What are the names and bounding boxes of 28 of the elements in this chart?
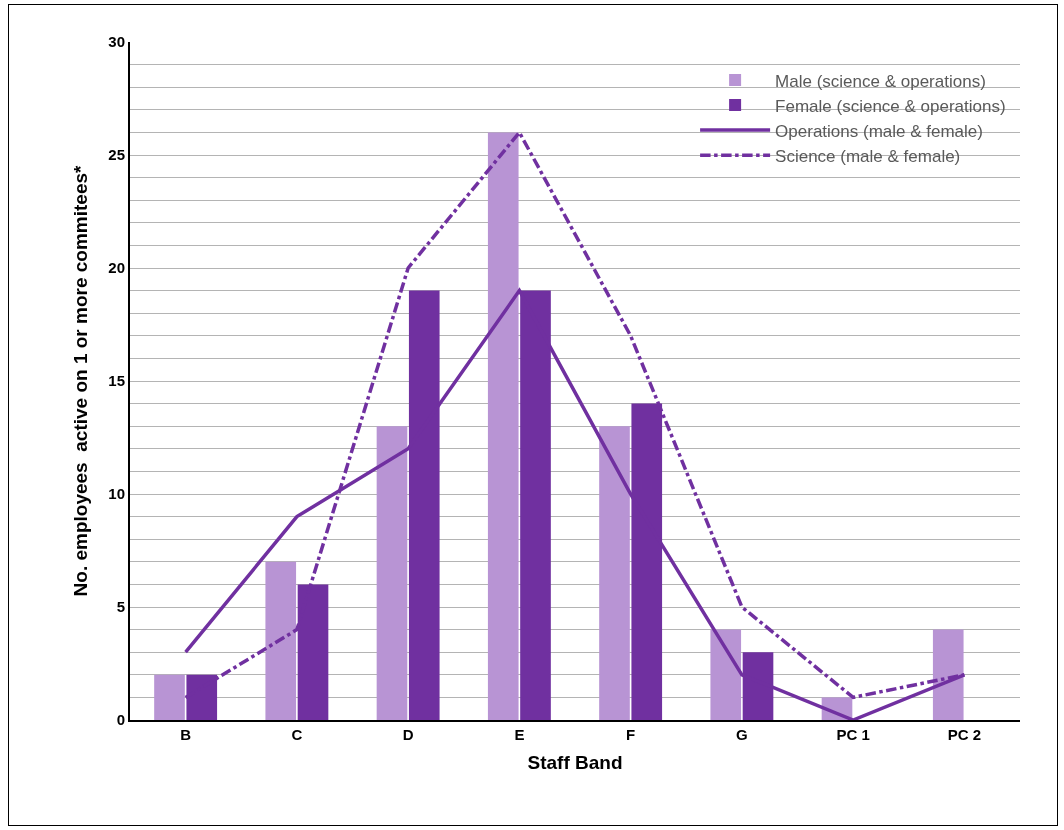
y-tick-label: 10 [108, 485, 125, 503]
legend-label: Operations (male & female) [775, 121, 983, 141]
bar [376, 426, 408, 720]
y-axis-title: No. employees active on 1 or more commitees* [69, 164, 91, 597]
bar [265, 561, 297, 720]
x-tick-label: PC 2 [947, 726, 982, 743]
bar [487, 132, 519, 720]
x-tick-label: D [402, 726, 414, 743]
x-tick-label: G [736, 726, 748, 743]
x-tick-label: F [626, 726, 636, 743]
y-tick-label: 15 [108, 372, 125, 390]
x-tick-label: E [514, 726, 525, 743]
y-tick-label: 30 [108, 33, 125, 51]
bar [932, 629, 964, 720]
y-tick-label: 5 [116, 598, 125, 616]
legend-label: Female (science & operations) [775, 96, 1006, 116]
x-tick-label: B [180, 726, 192, 743]
bar [154, 674, 185, 720]
x-tick-label: PC 1 [836, 726, 870, 743]
bar [599, 426, 630, 720]
y-tick-label: 25 [108, 146, 125, 164]
x-axis-title: Staff Band [527, 752, 623, 774]
x-tick-label: C [291, 726, 303, 743]
y-tick-label: 20 [108, 259, 125, 277]
bar [710, 629, 742, 720]
legend-label: Male (science & operations) [775, 71, 986, 91]
y-tick-label: 0 [116, 711, 125, 729]
legend-label: Science (male & female) [775, 146, 961, 166]
